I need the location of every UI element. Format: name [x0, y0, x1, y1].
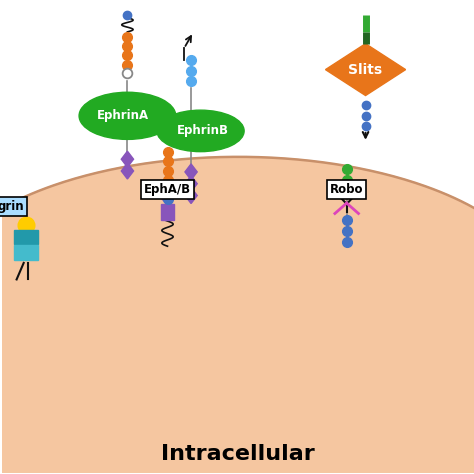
Polygon shape — [121, 151, 134, 167]
Bar — [14, 230, 38, 244]
Bar — [161, 204, 174, 220]
Polygon shape — [0, 157, 474, 473]
Text: Robo: Robo — [330, 183, 364, 196]
Text: EphA/B: EphA/B — [144, 183, 191, 196]
Ellipse shape — [79, 92, 176, 139]
Ellipse shape — [157, 110, 244, 152]
Polygon shape — [185, 188, 197, 203]
Polygon shape — [185, 164, 197, 180]
Text: Slits: Slits — [348, 63, 383, 77]
Text: Intracellular: Intracellular — [161, 444, 315, 464]
Text: grin: grin — [0, 200, 24, 213]
Polygon shape — [185, 176, 197, 191]
Polygon shape — [121, 163, 134, 179]
Text: EphrinB: EphrinB — [177, 124, 229, 137]
Bar — [14, 246, 38, 260]
Polygon shape — [326, 44, 406, 96]
Text: EphrinA: EphrinA — [97, 109, 149, 122]
